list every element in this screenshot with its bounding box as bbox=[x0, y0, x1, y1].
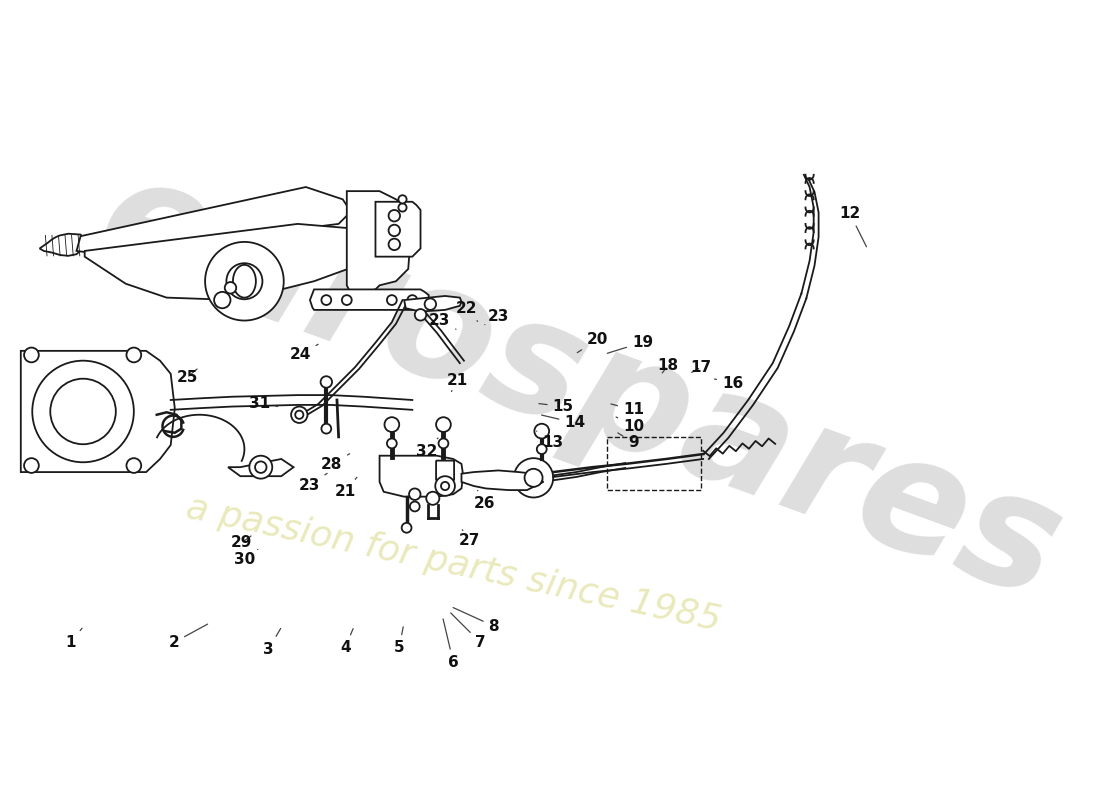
Circle shape bbox=[398, 203, 407, 212]
Text: 29: 29 bbox=[231, 535, 252, 550]
Polygon shape bbox=[375, 202, 420, 257]
Text: 24: 24 bbox=[289, 344, 318, 362]
Ellipse shape bbox=[233, 265, 256, 298]
Text: 16: 16 bbox=[715, 376, 744, 391]
Circle shape bbox=[387, 295, 397, 305]
Text: a passion for parts since 1985: a passion for parts since 1985 bbox=[183, 490, 724, 637]
Circle shape bbox=[537, 444, 547, 454]
Circle shape bbox=[24, 458, 38, 473]
Circle shape bbox=[439, 438, 449, 448]
Circle shape bbox=[321, 295, 331, 305]
Text: 31: 31 bbox=[249, 396, 277, 410]
Circle shape bbox=[402, 523, 411, 533]
Circle shape bbox=[24, 347, 38, 362]
Circle shape bbox=[255, 462, 266, 473]
Circle shape bbox=[388, 238, 400, 250]
Text: 7: 7 bbox=[451, 613, 485, 650]
Circle shape bbox=[425, 298, 436, 310]
Circle shape bbox=[224, 282, 236, 294]
Polygon shape bbox=[404, 296, 462, 311]
Polygon shape bbox=[379, 456, 463, 497]
Text: 8: 8 bbox=[453, 607, 499, 634]
Text: 30: 30 bbox=[233, 550, 257, 566]
Text: 18: 18 bbox=[657, 358, 679, 374]
Circle shape bbox=[436, 476, 455, 496]
Circle shape bbox=[250, 456, 273, 478]
Text: 3: 3 bbox=[263, 629, 280, 657]
Circle shape bbox=[321, 424, 331, 434]
Circle shape bbox=[388, 225, 400, 236]
Circle shape bbox=[398, 195, 407, 203]
Polygon shape bbox=[21, 351, 175, 472]
Text: 1: 1 bbox=[65, 628, 82, 650]
FancyBboxPatch shape bbox=[436, 461, 454, 480]
Circle shape bbox=[126, 347, 141, 362]
Circle shape bbox=[514, 458, 553, 498]
Circle shape bbox=[205, 242, 284, 321]
Polygon shape bbox=[310, 290, 429, 310]
Text: 21: 21 bbox=[334, 478, 356, 499]
Circle shape bbox=[409, 489, 420, 500]
Text: 17: 17 bbox=[691, 360, 712, 374]
Circle shape bbox=[415, 309, 426, 321]
Polygon shape bbox=[40, 234, 85, 256]
Polygon shape bbox=[77, 187, 351, 253]
Circle shape bbox=[320, 376, 332, 388]
Text: 4: 4 bbox=[340, 629, 353, 655]
Text: 12: 12 bbox=[839, 206, 867, 247]
Circle shape bbox=[385, 418, 399, 432]
Polygon shape bbox=[462, 470, 543, 490]
Text: eurospares: eurospares bbox=[78, 142, 1080, 633]
Circle shape bbox=[227, 263, 263, 299]
Polygon shape bbox=[85, 224, 367, 300]
Circle shape bbox=[51, 378, 116, 444]
Circle shape bbox=[441, 482, 449, 490]
Text: 23: 23 bbox=[429, 313, 456, 330]
Text: 27: 27 bbox=[459, 530, 481, 548]
Text: 2: 2 bbox=[168, 624, 208, 650]
Circle shape bbox=[292, 406, 308, 423]
Circle shape bbox=[407, 295, 417, 305]
Text: 14: 14 bbox=[541, 415, 585, 430]
Circle shape bbox=[388, 210, 400, 222]
Circle shape bbox=[535, 424, 549, 438]
Text: 19: 19 bbox=[607, 335, 653, 354]
Text: 26: 26 bbox=[474, 490, 496, 511]
Text: 28: 28 bbox=[321, 454, 350, 472]
Text: 13: 13 bbox=[537, 431, 563, 450]
Text: 32: 32 bbox=[416, 438, 438, 458]
Text: 5: 5 bbox=[394, 627, 405, 655]
Polygon shape bbox=[346, 191, 410, 294]
Text: 6: 6 bbox=[443, 619, 459, 670]
Circle shape bbox=[525, 469, 542, 487]
Circle shape bbox=[295, 410, 304, 419]
Circle shape bbox=[387, 438, 397, 448]
Polygon shape bbox=[228, 459, 294, 476]
Circle shape bbox=[436, 418, 451, 432]
Text: 15: 15 bbox=[539, 399, 574, 414]
Circle shape bbox=[426, 492, 439, 505]
Text: 23: 23 bbox=[298, 474, 327, 493]
Text: 23: 23 bbox=[485, 309, 509, 325]
Text: 25: 25 bbox=[177, 369, 198, 385]
Text: 9: 9 bbox=[618, 433, 639, 450]
Text: 21: 21 bbox=[448, 373, 469, 391]
Circle shape bbox=[126, 458, 141, 473]
Text: 10: 10 bbox=[616, 417, 644, 434]
Text: 22: 22 bbox=[456, 301, 477, 322]
Text: 11: 11 bbox=[610, 402, 643, 418]
Circle shape bbox=[32, 361, 134, 462]
Circle shape bbox=[214, 292, 231, 308]
Text: 20: 20 bbox=[578, 332, 608, 353]
Circle shape bbox=[410, 502, 420, 511]
Circle shape bbox=[342, 295, 352, 305]
